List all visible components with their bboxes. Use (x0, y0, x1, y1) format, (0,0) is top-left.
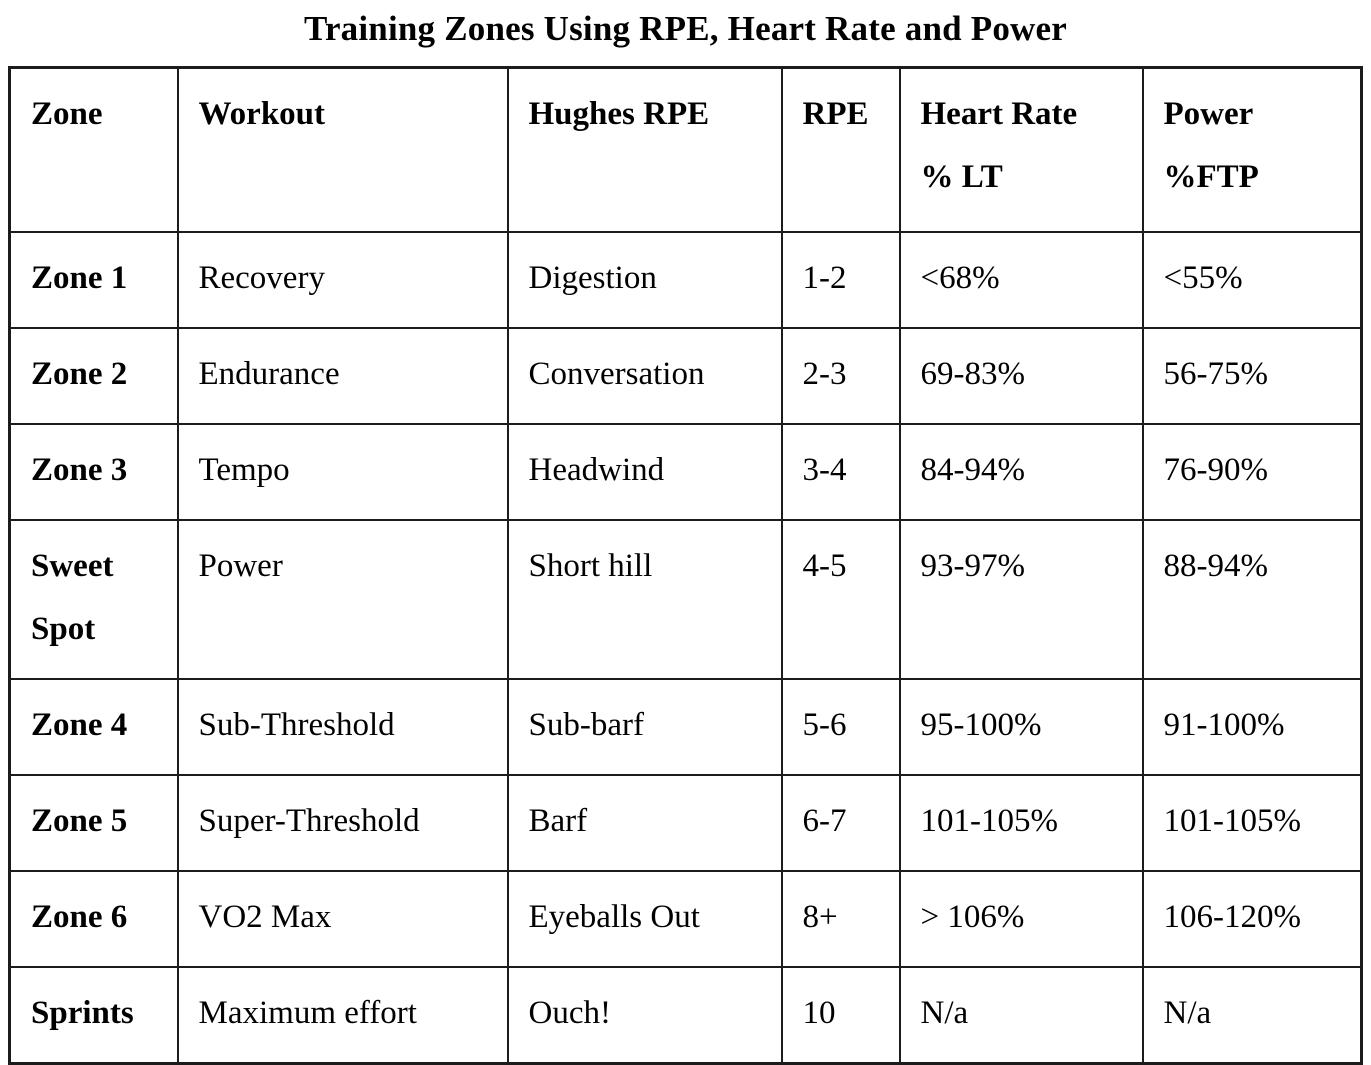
cell-workout: Endurance (176, 327, 509, 425)
cell-rpe: 1-2 (780, 231, 901, 329)
table-row: Zone 4 Sub-Threshold Sub-barf 5-6 95-100% 91-… (8, 678, 1363, 776)
cell-zone: Zone 5 (8, 774, 179, 872)
cell-power_pct_ftp: 56-75% (1141, 327, 1363, 425)
cell-zone: Zone 4 (8, 678, 179, 776)
cell-power_pct_ftp: 76-90% (1141, 423, 1363, 521)
cell-rpe: 5-6 (780, 678, 901, 776)
header-row: Zone Workout Hughes RPE RPE Heart Rate % LT P… (8, 66, 1363, 233)
cell-heart_rate_pct_lt: 69-83% (898, 327, 1144, 425)
cell-power_pct_ftp: 101-105% (1141, 774, 1363, 872)
cell-hughes_rpe: Eyeballs Out (506, 870, 783, 968)
cell-heart_rate_pct_lt: N/a (898, 966, 1144, 1065)
table-row: Zone 6 VO2 Max Eyeballs Out 8+ > 106% 106-120… (8, 870, 1363, 968)
cell-workout: Tempo (176, 423, 509, 521)
cell-heart_rate_pct_lt: 84-94% (898, 423, 1144, 521)
cell-rpe: 8+ (780, 870, 901, 968)
cell-power_pct_ftp: 88-94% (1141, 519, 1363, 680)
cell-workout: Sub-Threshold (176, 678, 509, 776)
cell-rpe: 6-7 (780, 774, 901, 872)
cell-power_pct_ftp: <55% (1141, 231, 1363, 329)
cell-heart_rate_pct_lt: <68% (898, 231, 1144, 329)
cell-hughes_rpe: Sub-barf (506, 678, 783, 776)
table-row: Sweet Spot Power Short hill 4-5 93-97% 88-94% (8, 519, 1363, 680)
table-row: Zone 2 Endurance Conversation 2-3 69-83% 56-7… (8, 327, 1363, 425)
column-header-power_pct_ftp: Power %FTP (1141, 66, 1363, 233)
cell-hughes_rpe: Headwind (506, 423, 783, 521)
table-body: Zone 1 Recovery Digestion 1-2 <68% <55% Zone 2… (8, 231, 1363, 1065)
column-header-zone: Zone (8, 66, 179, 233)
table-row: Sprints Maximum effort Ouch! 10 N/a N/a (8, 966, 1363, 1065)
cell-rpe: 10 (780, 966, 901, 1065)
cell-workout: VO2 Max (176, 870, 509, 968)
training-zones-table: Zone Workout Hughes RPE RPE Heart Rate % LT P… (8, 65, 1363, 1065)
column-header-rpe: RPE (780, 66, 901, 233)
cell-zone: Sweet Spot (8, 519, 179, 680)
cell-power_pct_ftp: N/a (1141, 966, 1363, 1065)
cell-rpe: 4-5 (780, 519, 901, 680)
table-row: Zone 3 Tempo Headwind 3-4 84-94% 76-90% (8, 423, 1363, 521)
cell-hughes_rpe: Digestion (506, 231, 783, 329)
table-row: Zone 5 Super-Threshold Barf 6-7 101-105% 101-… (8, 774, 1363, 872)
cell-zone: Zone 2 (8, 327, 179, 425)
page-title: Training Zones Using RPE, Heart Rate and… (304, 9, 1067, 48)
cell-heart_rate_pct_lt: 93-97% (898, 519, 1144, 680)
cell-zone: Zone 6 (8, 870, 179, 968)
column-header-hughes_rpe: Hughes RPE (506, 66, 783, 233)
cell-hughes_rpe: Barf (506, 774, 783, 872)
cell-zone: Zone 3 (8, 423, 179, 521)
table-row: Zone 1 Recovery Digestion 1-2 <68% <55% (8, 231, 1363, 329)
cell-power_pct_ftp: 106-120% (1141, 870, 1363, 968)
cell-workout: Recovery (176, 231, 509, 329)
cell-hughes_rpe: Ouch! (506, 966, 783, 1065)
cell-hughes_rpe: Short hill (506, 519, 783, 680)
cell-rpe: 3-4 (780, 423, 901, 521)
cell-hughes_rpe: Conversation (506, 327, 783, 425)
cell-power_pct_ftp: 91-100% (1141, 678, 1363, 776)
cell-workout: Power (176, 519, 509, 680)
cell-rpe: 2-3 (780, 327, 901, 425)
cell-zone: Sprints (8, 966, 179, 1065)
table-header: Zone Workout Hughes RPE RPE Heart Rate % LT P… (8, 66, 1363, 233)
cell-workout: Super-Threshold (176, 774, 509, 872)
cell-heart_rate_pct_lt: 95-100% (898, 678, 1144, 776)
cell-heart_rate_pct_lt: 101-105% (898, 774, 1144, 872)
column-header-workout: Workout (176, 66, 509, 233)
column-header-heart_rate_pct_lt: Heart Rate % LT (898, 66, 1144, 233)
cell-zone: Zone 1 (8, 231, 179, 329)
cell-heart_rate_pct_lt: > 106% (898, 870, 1144, 968)
cell-workout: Maximum effort (176, 966, 509, 1065)
